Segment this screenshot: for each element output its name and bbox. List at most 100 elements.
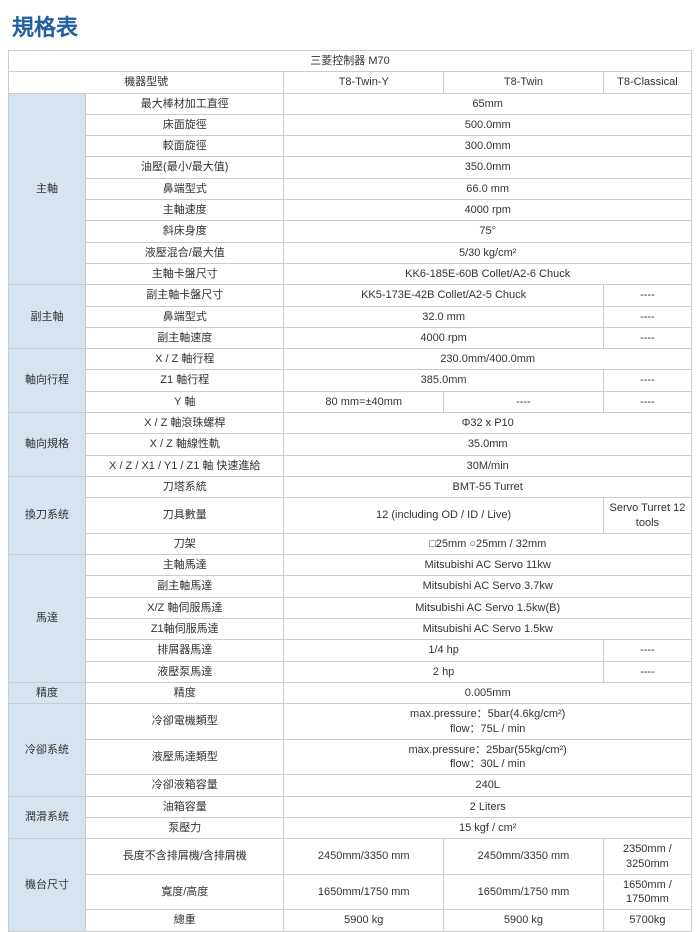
val: Mitsubishi AC Servo 1.5kw: [284, 619, 692, 640]
val: ----: [603, 306, 691, 327]
val: 350.0mm: [284, 157, 692, 178]
val: 1/4 hp: [284, 640, 603, 661]
cat-spindle: 主軸: [9, 93, 86, 285]
val: 230.0mm/400.0mm: [284, 349, 692, 370]
val: 500.0mm: [284, 114, 692, 135]
val: 300.0mm: [284, 136, 692, 157]
val: 12 (including OD / ID / Live): [284, 498, 603, 534]
sub: 主軸馬達: [86, 555, 284, 576]
sub: 長度不含排屑機/含排屑機: [86, 839, 284, 875]
val: 1650mm/1750 mm: [444, 874, 604, 910]
val: 2350mm / 3250mm: [603, 839, 691, 875]
val: 5900 kg: [444, 910, 604, 931]
val: Servo Turret 12 tools: [603, 498, 691, 534]
val: □25mm ○25mm / 32mm: [284, 533, 692, 554]
cat-tool: 換刀系统: [9, 476, 86, 554]
sub: 副主軸卡盤尺寸: [86, 285, 284, 306]
val: 1650mm/1750 mm: [284, 874, 444, 910]
cat-axspec: 軸向規格: [9, 413, 86, 477]
cat-dim: 機台尺寸: [9, 839, 86, 931]
val: 80 mm=±40mm: [284, 391, 444, 412]
val: 30M/min: [284, 455, 692, 476]
sub: 副主軸馬達: [86, 576, 284, 597]
val: ----: [603, 327, 691, 348]
cat-cool: 冷卻系统: [9, 704, 86, 796]
col-2: T8-Twin: [444, 72, 604, 93]
val: Mitsubishi AC Servo 1.5kw(B): [284, 597, 692, 618]
val: ----: [603, 370, 691, 391]
val: 66.0 mm: [284, 178, 692, 199]
sub: Z1軸伺服馬達: [86, 619, 284, 640]
val: 5900 kg: [284, 910, 444, 931]
val: 35.0mm: [284, 434, 692, 455]
val: KK5-173E-42B Collet/A2-5 Chuck: [284, 285, 603, 306]
sub: 床面旋徑: [86, 114, 284, 135]
sub: 最大棒材加工直徑: [86, 93, 284, 114]
col-3: T8-Classical: [603, 72, 691, 93]
val: 2450mm/3350 mm: [284, 839, 444, 875]
val: Φ32 x P10: [284, 413, 692, 434]
val: ----: [444, 391, 604, 412]
val: ----: [603, 391, 691, 412]
sub: X / Z 軸行程: [86, 349, 284, 370]
cat-prec: 精度: [9, 682, 86, 703]
sub: 刀架: [86, 533, 284, 554]
val: max.pressure：25bar(55kg/cm²) flow：30L / …: [284, 739, 692, 775]
controller-header: 三菱控制器 M70: [9, 51, 692, 72]
sub: 油箱容量: [86, 796, 284, 817]
val: 5/30 kg/cm²: [284, 242, 692, 263]
cat-axial: 軸向行程: [9, 349, 86, 413]
val: ----: [603, 661, 691, 682]
cat-lub: 潤滑系统: [9, 796, 86, 839]
sub: 精度: [86, 682, 284, 703]
sub: X/Z 軸伺服馬達: [86, 597, 284, 618]
page-title: 規格表: [0, 0, 700, 50]
val: Mitsubishi AC Servo 3.7kw: [284, 576, 692, 597]
spec-table: 三菱控制器 M70 機器型號 T8-Twin-Y T8-Twin T8-Clas…: [8, 50, 692, 932]
val: Mitsubishi AC Servo 11kw: [284, 555, 692, 576]
sub: 刀塔系統: [86, 476, 284, 497]
sub: X / Z 軸線性軌: [86, 434, 284, 455]
val: ----: [603, 640, 691, 661]
sub: 液壓馬達類型: [86, 739, 284, 775]
sub: 液壓泵馬達: [86, 661, 284, 682]
sub: 副主軸速度: [86, 327, 284, 348]
val: 4000 rpm: [284, 327, 603, 348]
val: 4000 rpm: [284, 200, 692, 221]
sub: 冷卻液箱容量: [86, 775, 284, 796]
val: 1650mm / 1750mm: [603, 874, 691, 910]
sub: 刀具數量: [86, 498, 284, 534]
sub: 總重: [86, 910, 284, 931]
val: 5700kg: [603, 910, 691, 931]
sub: 主軸卡盤尺寸: [86, 263, 284, 284]
sub: X / Z 軸滾珠螺桿: [86, 413, 284, 434]
sub: 主軸速度: [86, 200, 284, 221]
val: 2450mm/3350 mm: [444, 839, 604, 875]
cat-motor: 馬達: [9, 555, 86, 683]
val: BMT-55 Turret: [284, 476, 692, 497]
val: 65mm: [284, 93, 692, 114]
val: ----: [603, 285, 691, 306]
cat-sub: 副主軸: [9, 285, 86, 349]
val: 2 hp: [284, 661, 603, 682]
sub: 液壓混合/最大值: [86, 242, 284, 263]
val: 240L: [284, 775, 692, 796]
val: max.pressure：5bar(4.6kg/cm²) flow：75L / …: [284, 704, 692, 740]
val: 385.0mm: [284, 370, 603, 391]
sub: 斜床身度: [86, 221, 284, 242]
val: 75°: [284, 221, 692, 242]
sub: 排屑器馬達: [86, 640, 284, 661]
sub: 較面旋徑: [86, 136, 284, 157]
sub: Y 軸: [86, 391, 284, 412]
val: 32.0 mm: [284, 306, 603, 327]
val: KK6-185E-60B Collet/A2-6 Chuck: [284, 263, 692, 284]
sub: 鼻端型式: [86, 306, 284, 327]
sub: 油壓(最小/最大值): [86, 157, 284, 178]
col-1: T8-Twin-Y: [284, 72, 444, 93]
sub: 寬度/高度: [86, 874, 284, 910]
sub: X / Z / X1 / Y1 / Z1 軸 快速進給: [86, 455, 284, 476]
sub: Z1 軸行程: [86, 370, 284, 391]
val: 2 Liters: [284, 796, 692, 817]
val: 0.005mm: [284, 682, 692, 703]
sub: 鼻端型式: [86, 178, 284, 199]
